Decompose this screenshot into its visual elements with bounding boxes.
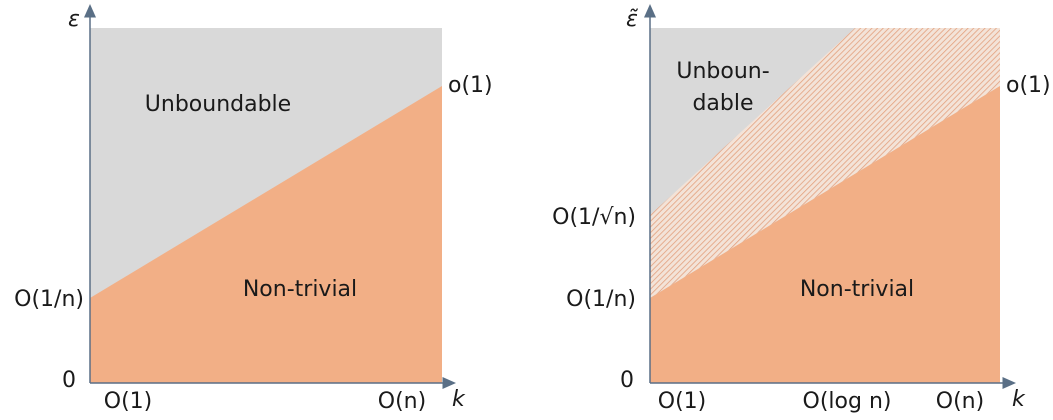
non-trivial-region bbox=[90, 86, 442, 383]
x-label: O(n) bbox=[378, 389, 426, 414]
right-label: o(1) bbox=[1006, 73, 1051, 98]
x-axis-label: k bbox=[1012, 387, 1026, 412]
region-label: dable bbox=[692, 91, 753, 116]
x-label: O(1) bbox=[104, 389, 152, 414]
x-label: O(1) bbox=[658, 389, 706, 414]
y-label: 0 bbox=[620, 368, 634, 393]
region-label: Non-trivial bbox=[243, 277, 357, 302]
x-axis-label: k bbox=[452, 387, 466, 412]
non-trivial-region bbox=[650, 86, 1000, 383]
y-label: 0 bbox=[62, 368, 76, 393]
right-panel: ε̃ k o(1) Unboun- dable Non-trivial O(1/… bbox=[552, 4, 1051, 414]
uncertain-region bbox=[650, 28, 1000, 298]
x-label: O(log n) bbox=[803, 389, 892, 414]
region-label: Non-trivial bbox=[800, 277, 914, 302]
left-panel: ε k o(1) Unboundable Non-trivial O(1/n) … bbox=[14, 4, 493, 414]
x-label: O(n) bbox=[936, 389, 984, 414]
region-label: Unboundable bbox=[145, 92, 291, 117]
right-label: o(1) bbox=[448, 73, 493, 98]
y-axis-label: ε bbox=[68, 7, 80, 32]
y-label: O(1/n) bbox=[566, 287, 636, 312]
region-label: Unboun- bbox=[676, 59, 769, 84]
y-label: O(1/n) bbox=[14, 287, 84, 312]
y-label: O(1/√n) bbox=[552, 205, 636, 230]
y-axis-label: ε̃ bbox=[626, 7, 639, 32]
